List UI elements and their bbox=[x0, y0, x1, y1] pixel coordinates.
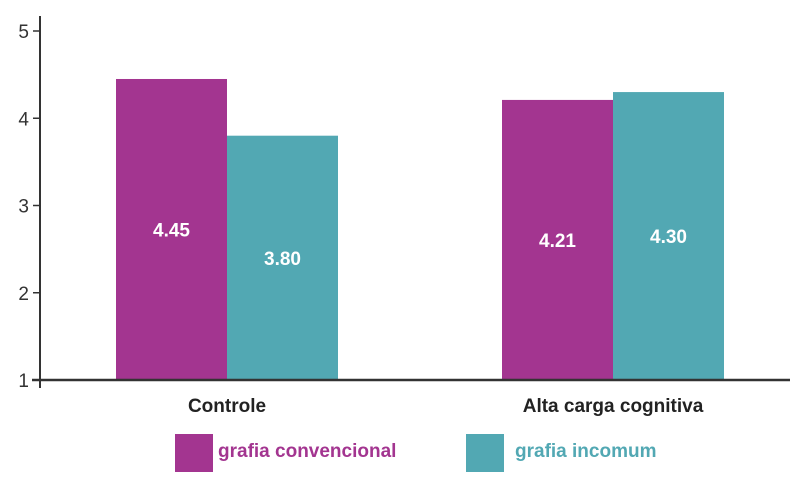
y-tick-label-4: 4 bbox=[18, 109, 29, 130]
bar-alta-carga-cognitiva-grafia-incomum bbox=[613, 92, 724, 380]
bar-controle-grafia-incomum bbox=[227, 135, 338, 380]
bar-alta-carga-cognitiva-grafia-convencional bbox=[502, 99, 613, 381]
y-tick-label-5: 5 bbox=[18, 22, 29, 43]
data-label-alta-carga-cognitiva-grafia-convencional: 4.21 bbox=[539, 231, 576, 252]
bars-layer bbox=[116, 78, 724, 381]
bar-controle-grafia-convencional bbox=[116, 78, 227, 381]
data-label-controle-grafia-incomum: 3.80 bbox=[264, 249, 301, 270]
legend-swatch-grafia-incomum bbox=[466, 434, 504, 472]
category-label-alta-carga-cognitiva: Alta carga cognitiva bbox=[523, 396, 704, 417]
data-labels-layer: 4.45 3.80 4.21 4.30 bbox=[153, 220, 687, 269]
y-ticks-layer: 1 2 3 4 5 bbox=[18, 22, 40, 392]
legend: grafia convencional grafia incomum bbox=[175, 434, 656, 472]
data-label-alta-carga-cognitiva-grafia-incomum: 4.30 bbox=[650, 227, 687, 248]
y-tick-label-3: 3 bbox=[18, 197, 29, 218]
legend-swatch-grafia-convencional bbox=[175, 434, 213, 472]
axes-layer bbox=[32, 16, 790, 388]
category-label-controle: Controle bbox=[188, 396, 266, 417]
y-tick-label-1: 1 bbox=[18, 371, 29, 392]
y-tick-label-2: 2 bbox=[18, 284, 29, 305]
legend-label-grafia-incomum: grafia incomum bbox=[515, 441, 656, 462]
data-label-controle-grafia-convencional: 4.45 bbox=[153, 220, 190, 241]
category-labels-layer: Controle Alta carga cognitiva bbox=[188, 396, 704, 417]
legend-label-grafia-convencional: grafia convencional bbox=[218, 441, 396, 462]
